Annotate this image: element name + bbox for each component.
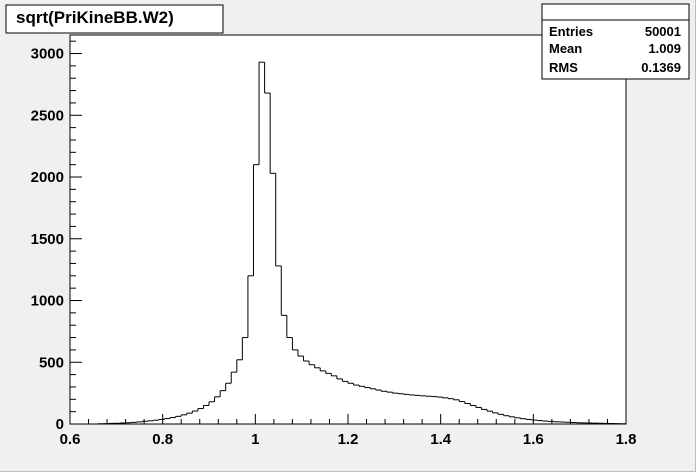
stats-label-rms: RMS	[549, 60, 578, 75]
y-tick-label: 2000	[31, 169, 64, 186]
x-axis: 0.6 0.8 1 1.2 1.4 1.6 1.8	[60, 414, 637, 448]
y-tick-label: 1500	[31, 231, 64, 248]
x-tick-label: 1.6	[523, 431, 544, 448]
stats-box: Entries 50001 Mean 1.009 RMS 0.1369	[541, 3, 690, 80]
y-tick-label: 0	[56, 416, 64, 433]
stats-box-background	[541, 3, 690, 80]
x-tick-label: 0.8	[152, 431, 173, 448]
stats-value-entries: 50001	[645, 24, 681, 39]
x-tick-label: 1.8	[616, 431, 637, 448]
x-tick-label: 1.2	[338, 431, 359, 448]
histogram-layer	[70, 61, 627, 425]
title-box: sqrt(PriKineBB.W2)	[5, 4, 224, 34]
y-tick-label: 1000	[31, 293, 64, 310]
x-tick-label: 1.4	[430, 431, 452, 448]
stats-value-rms: 0.1369	[641, 60, 681, 75]
plot-area	[69, 34, 627, 425]
x-tick-label: 1	[251, 431, 259, 448]
y-tick-label: 3000	[31, 46, 64, 63]
x-tick-label: 0.6	[60, 431, 81, 448]
chart-title: sqrt(PriKineBB.W2)	[16, 8, 174, 27]
stats-label-entries: Entries	[549, 24, 593, 39]
y-axis: 0 500 1000 1500 2000 2500 3000	[31, 35, 82, 433]
stats-value-mean: 1.009	[648, 41, 681, 56]
y-tick-label: 2500	[31, 107, 64, 124]
title-box-background	[5, 4, 224, 34]
y-tick-label: 500	[39, 354, 64, 371]
stats-label-mean: Mean	[549, 41, 582, 56]
